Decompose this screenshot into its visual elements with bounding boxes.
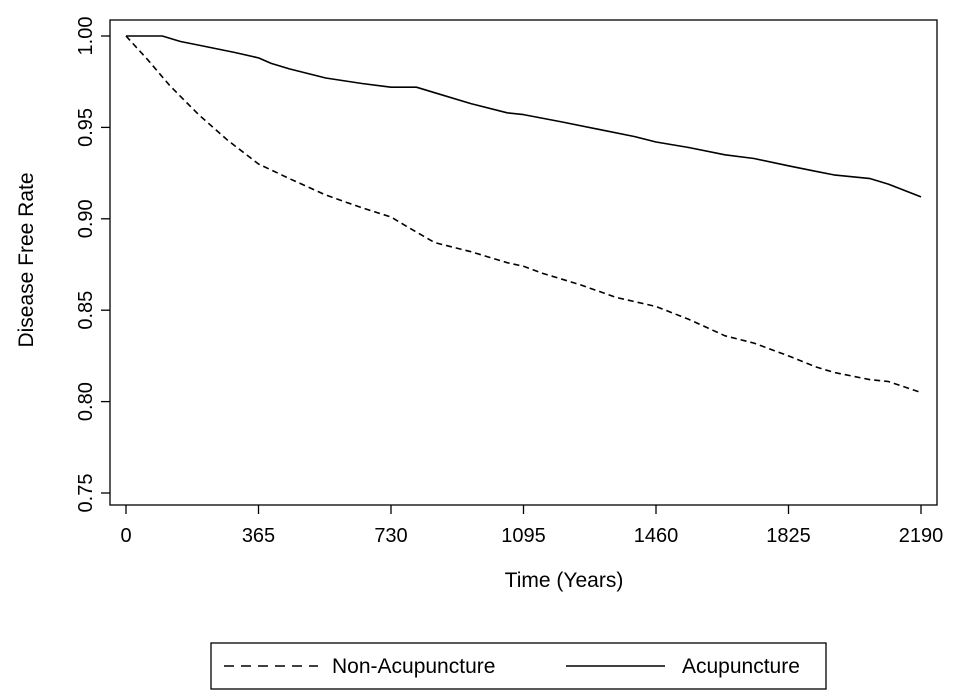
y-tick-label: 0.90 (75, 199, 97, 238)
plot-area (109, 19, 938, 506)
y-tick-label: 0.85 (75, 291, 97, 330)
legend: Non-Acupuncture Acupuncture (210, 642, 827, 690)
x-tick-label: 730 (374, 525, 407, 547)
x-tick-label: 1825 (766, 525, 811, 547)
series-line-non-acupuncture (125, 35, 922, 394)
legend-label-non-acupuncture: Non-Acupuncture (332, 655, 495, 678)
x-tick-label: 1095 (501, 525, 546, 547)
y-tick-label: 1.00 (75, 17, 97, 56)
y-tick-label: 0.75 (75, 474, 97, 513)
x-tick-label: 365 (242, 525, 275, 547)
legend-box (210, 642, 827, 690)
legend-label-acupuncture: Acupuncture (682, 655, 800, 678)
x-axis-title: Time (Years) (505, 569, 624, 592)
x-tick-label: 2190 (899, 525, 944, 547)
y-axis-title: Disease Free Rate (15, 172, 38, 347)
y-tick-label: 0.95 (75, 108, 97, 147)
x-tick-label: 1460 (634, 525, 679, 547)
series-line-acupuncture (126, 35, 922, 198)
x-tick-label: 0 (120, 525, 131, 547)
y-tick-label: 0.80 (75, 382, 97, 421)
